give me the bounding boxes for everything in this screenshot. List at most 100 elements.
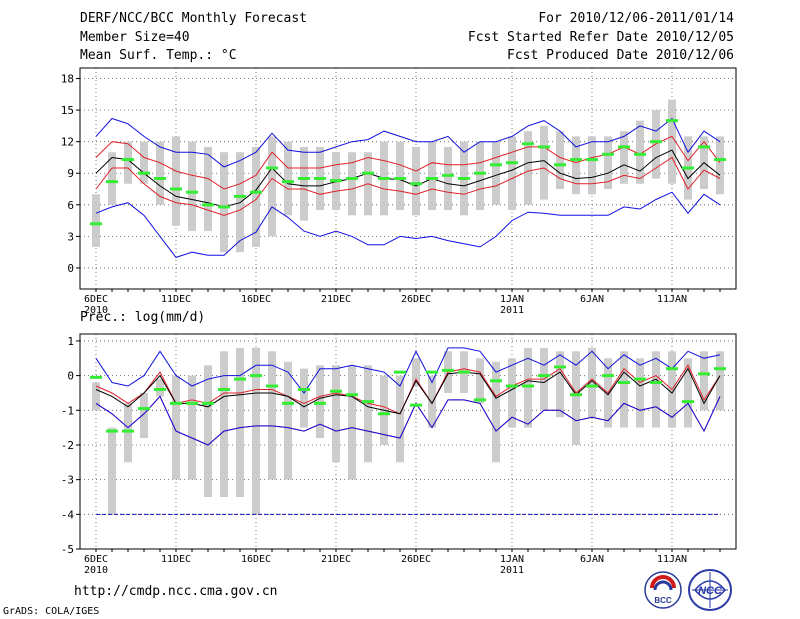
temp-median-marker [698, 145, 710, 149]
temp-spread-box [108, 152, 116, 205]
temp-ytick-label: 0 [67, 262, 74, 275]
temp-median-marker [106, 180, 118, 184]
temp-ytick-label: 12 [61, 136, 74, 149]
temp-median-marker [426, 177, 438, 180]
precip-median-marker [378, 412, 390, 416]
temp-spread-box [204, 146, 212, 232]
precip-xtick-label: 11JAN [657, 554, 687, 565]
temp-ensemble-mean-line [95, 149, 721, 208]
precip-spread-box [572, 351, 580, 445]
temp-median-marker [682, 166, 694, 170]
precip-spread-box [412, 358, 420, 387]
temp-spread-box [524, 131, 532, 205]
precip-spread-box [236, 347, 244, 497]
temp-frame [79, 67, 737, 290]
precip-spread-box [108, 427, 116, 515]
precip-spread-box [140, 392, 148, 439]
temp-median-marker [618, 145, 630, 149]
precip-xtick-label: 21DEC [321, 554, 351, 565]
precip-median-marker [506, 384, 518, 388]
precip-median-marker [714, 367, 726, 371]
precip-ytick-label: -3 [61, 474, 74, 487]
precip-spread-box [524, 347, 532, 428]
precip-median-marker [90, 375, 102, 379]
precip-spread-box [252, 347, 260, 515]
precip-spread-box [556, 351, 564, 418]
temp-spread-box [284, 141, 292, 216]
precip-median-marker [442, 368, 454, 372]
precip-median-marker [554, 365, 566, 369]
temp-year-label: 2011 [500, 305, 524, 316]
temp-spread-box [172, 136, 180, 226]
temp-xtick-label: 6DEC [84, 294, 108, 305]
temp-spread-box [396, 141, 404, 211]
temp-median-marker [442, 173, 454, 177]
temp-ytick-label: 6 [67, 199, 74, 212]
temp-median-marker [490, 163, 502, 167]
temp-outer-lower-line [95, 191, 721, 258]
precip-median-marker [410, 403, 422, 407]
temp-spread-box [444, 146, 452, 211]
temp-spread-box [220, 152, 228, 253]
temp-median-marker [634, 152, 646, 156]
precip-median-marker [570, 393, 582, 397]
precip-median-marker [346, 393, 358, 397]
temp-ytick-label: 15 [61, 104, 74, 117]
precip-median-marker [490, 379, 502, 383]
temp-median-marker [234, 194, 246, 198]
temp-spread-box [492, 141, 500, 205]
precip-xtick-label: 6DEC [84, 554, 108, 565]
precip-outer-upper-line [95, 347, 721, 394]
precip-xtick-label: 11DEC [161, 554, 191, 565]
temp-median-marker [218, 205, 230, 209]
precip-ytick-label: 1 [67, 335, 74, 348]
precip-spread-box [428, 375, 436, 428]
source-url[interactable]: http://cmdp.ncc.cma.gov.cn [74, 584, 278, 599]
precip-ytick-label: 0 [67, 370, 74, 383]
precip-median-marker [458, 370, 470, 374]
bcc-logo: BCC [644, 571, 682, 609]
temp-spread-box [92, 194, 100, 247]
temp-xtick-label: 11JAN [657, 294, 687, 305]
temp-median-marker [266, 166, 278, 170]
precip-ytick-label: -4 [61, 508, 75, 521]
precip-median-marker [474, 398, 486, 402]
temp-xtick-label: 26DEC [401, 294, 431, 305]
precip-spread-box [124, 403, 132, 463]
temp-median-marker [602, 152, 614, 156]
precip-median-marker [650, 381, 662, 385]
temp-median-marker [90, 222, 102, 226]
precip-frame [79, 333, 737, 550]
precip-median-marker [666, 367, 678, 371]
precip-spread-box [268, 351, 276, 480]
precip-median-marker [698, 372, 710, 376]
temp-median-marker [394, 177, 406, 180]
temp-variable-label: Mean Surf. Temp.: °C [80, 48, 237, 63]
temp-spread-box [668, 99, 676, 184]
precip-spread-box [684, 358, 692, 428]
precip-median-marker [330, 389, 342, 393]
temp-spread-box [300, 146, 308, 221]
temp-outer-upper-line [95, 117, 721, 168]
precip-spread-box [396, 375, 404, 463]
precip-year-label: 2011 [500, 565, 524, 576]
precip-outer-lower-line [95, 395, 721, 446]
temp-spread-box [140, 141, 148, 184]
precip-spread-box [652, 351, 660, 428]
precip-median-marker [106, 429, 118, 433]
temp-spread-box [124, 141, 132, 184]
precip-median-marker [522, 384, 534, 388]
precip-spread-box [636, 358, 644, 428]
temp-inner-upper-line [95, 135, 721, 190]
temp-median-marker [314, 177, 326, 180]
temp-spread-box [268, 136, 276, 237]
bcc-logo-text: BCC [654, 596, 672, 605]
temp-year-label: 2010 [84, 305, 108, 316]
temp-xtick-label: 11DEC [161, 294, 191, 305]
temp-spread-box [508, 136, 516, 211]
temp-ytick-label: 9 [67, 167, 74, 180]
temp-median-marker [170, 187, 182, 191]
precip-spread-box [284, 361, 292, 480]
